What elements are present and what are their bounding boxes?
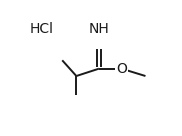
Text: HCl: HCl [30, 22, 54, 36]
Text: NH: NH [88, 22, 109, 36]
Text: O: O [116, 62, 127, 76]
